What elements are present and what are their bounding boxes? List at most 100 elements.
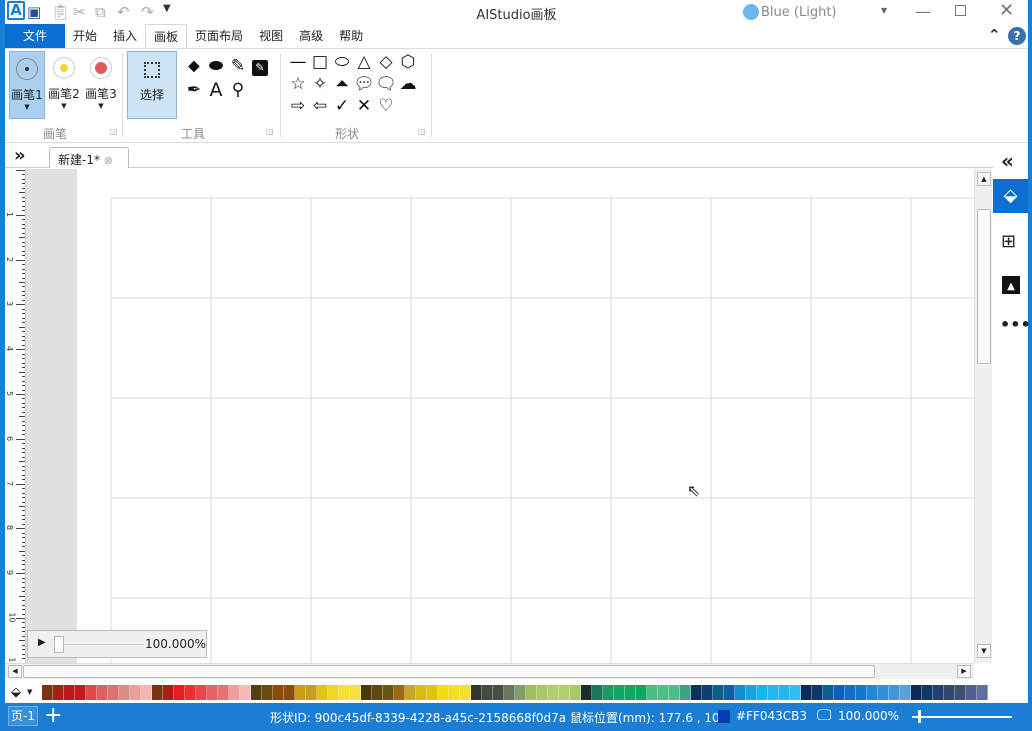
collapse-ribbon-icon[interactable]: ⌃	[988, 26, 1001, 44]
check-shape-icon[interactable]: ✓	[334, 96, 350, 116]
color-swatch[interactable]	[262, 684, 273, 700]
color-swatch[interactable]	[592, 684, 603, 700]
color-swatch[interactable]	[834, 684, 845, 700]
grid-panel-icon[interactable]: ⊞	[1001, 231, 1017, 252]
add-page-button[interactable]: +	[44, 703, 63, 728]
pen3-button[interactable]: 画笔3 ▼	[83, 51, 119, 119]
eyedropper-icon[interactable]: ⚲	[231, 80, 245, 100]
vertical-scroll-thumb[interactable]	[977, 209, 991, 364]
minimize-button[interactable]: —	[915, 2, 931, 21]
color-swatch[interactable]	[691, 684, 702, 700]
heart-shape-icon[interactable]: ♡	[378, 96, 394, 116]
tab-close-icon[interactable]: ⊗	[103, 154, 114, 167]
color-swatch[interactable]	[240, 684, 251, 700]
text-icon[interactable]: A	[209, 79, 223, 101]
ellipse-shape-icon[interactable]: ⬭	[334, 52, 350, 72]
menu-view[interactable]: 视图	[259, 29, 284, 43]
color-swatch[interactable]	[350, 684, 361, 700]
color-swatch[interactable]	[768, 684, 779, 700]
speech-oval-shape-icon[interactable]: 💬︎	[353, 74, 375, 94]
triangle-shape-icon[interactable]: △	[357, 52, 371, 72]
color-swatch[interactable]	[64, 684, 75, 700]
color-swatch[interactable]	[526, 684, 537, 700]
color-swatch[interactable]	[823, 684, 834, 700]
copy-icon[interactable]: ⧉	[95, 3, 106, 21]
shapes-group-launcher-icon[interactable]: ◲	[418, 127, 426, 136]
color-swatch[interactable]	[944, 684, 955, 700]
color-swatch[interactable]	[548, 684, 559, 700]
color-swatch[interactable]	[383, 684, 394, 700]
fit-screen-icon[interactable]: 🖵︎	[817, 706, 832, 724]
color-swatch[interactable]	[922, 684, 933, 700]
color-swatch[interactable]	[658, 684, 669, 700]
canvas-area[interactable]: 1 2 3 4 5 6 7 8 9 10 11 ⇖ ▶ 100.000%	[5, 169, 974, 663]
palette-dropdown-icon[interactable]: ▼	[27, 688, 33, 696]
color-swatch[interactable]	[273, 684, 284, 700]
menu-start[interactable]: 开始	[73, 29, 98, 43]
color-swatch[interactable]	[317, 684, 328, 700]
color-swatch[interactable]	[966, 684, 977, 700]
color-swatch[interactable]	[251, 684, 262, 700]
pen-group-launcher-icon[interactable]: ◲	[110, 127, 118, 136]
color-swatch[interactable]	[493, 684, 504, 700]
color-swatch[interactable]	[790, 684, 801, 700]
pencil-icon[interactable]: ✎	[230, 56, 246, 76]
arrow-left-shape-icon[interactable]: ⇦	[312, 96, 328, 116]
color-swatch[interactable]	[570, 684, 581, 700]
color-swatch[interactable]	[427, 684, 438, 700]
file-menu[interactable]: 文件	[5, 24, 65, 48]
play-icon[interactable]: ▶	[38, 637, 46, 648]
color-swatch[interactable]	[229, 684, 240, 700]
color-swatch[interactable]	[372, 684, 383, 700]
color-swatch[interactable]	[614, 684, 625, 700]
more-icon[interactable]: •••	[1000, 315, 1031, 334]
cloud-shape-icon[interactable]: ☁︎	[399, 74, 417, 94]
color-swatch[interactable]	[207, 684, 218, 700]
eraser-icon[interactable]: ⬥	[188, 56, 200, 76]
color-swatch[interactable]	[867, 684, 878, 700]
color-swatch[interactable]	[603, 684, 614, 700]
color-swatch[interactable]	[306, 684, 317, 700]
scroll-up-button[interactable]: ▲	[977, 172, 991, 186]
color-swatch[interactable]	[933, 684, 944, 700]
color-swatch[interactable]	[735, 684, 746, 700]
horizontal-scroll-thumb[interactable]	[23, 665, 875, 678]
color-swatch[interactable]	[724, 684, 735, 700]
status-zoom-thumb[interactable]	[918, 710, 921, 723]
color-swatch[interactable]	[130, 684, 141, 700]
color-swatch[interactable]	[713, 684, 724, 700]
diamond-shape-icon[interactable]: ◇	[379, 52, 393, 72]
star-shape-icon[interactable]: ☆	[290, 74, 306, 94]
color-swatch[interactable]	[746, 684, 757, 700]
color-swatch[interactable]	[482, 684, 493, 700]
color-swatch[interactable]	[504, 684, 515, 700]
tools-group-launcher-icon[interactable]: ◲	[266, 127, 274, 136]
scroll-left-button[interactable]: ◀	[8, 665, 22, 678]
color-swatch[interactable]	[636, 684, 647, 700]
image-panel-icon[interactable]: ▲	[1002, 276, 1020, 294]
line-shape-icon[interactable]: —	[289, 52, 307, 72]
color-swatch[interactable]	[163, 684, 174, 700]
menu-help[interactable]: 帮助	[339, 29, 364, 43]
color-swatch[interactable]	[515, 684, 526, 700]
color-swatch[interactable]	[438, 684, 449, 700]
color-swatch[interactable]	[86, 684, 97, 700]
color-swatch[interactable]	[856, 684, 867, 700]
color-swatch[interactable]	[218, 684, 229, 700]
menu-page-layout[interactable]: 页面布局	[195, 29, 244, 43]
color-swatch[interactable]	[581, 684, 592, 700]
four-point-star-shape-icon[interactable]: ✧	[312, 74, 328, 94]
color-swatch[interactable]	[911, 684, 922, 700]
paste-icon[interactable]: 📋︎	[51, 3, 71, 21]
scroll-right-button[interactable]: ▶	[957, 665, 971, 678]
color-swatch[interactable]	[669, 684, 680, 700]
vertical-scrollbar[interactable]: ▲ ▼	[974, 169, 992, 663]
pen1-button[interactable]: 画笔1 ▼	[9, 51, 45, 119]
pen-nib-icon[interactable]: ✒	[186, 80, 202, 100]
color-swatch[interactable]	[559, 684, 570, 700]
color-swatch[interactable]	[53, 684, 64, 700]
color-swatch[interactable]	[779, 684, 790, 700]
color-swatch[interactable]	[647, 684, 658, 700]
arrow-right-shape-icon[interactable]: ⇨	[290, 96, 306, 116]
zoom-slider-track[interactable]	[64, 644, 144, 645]
